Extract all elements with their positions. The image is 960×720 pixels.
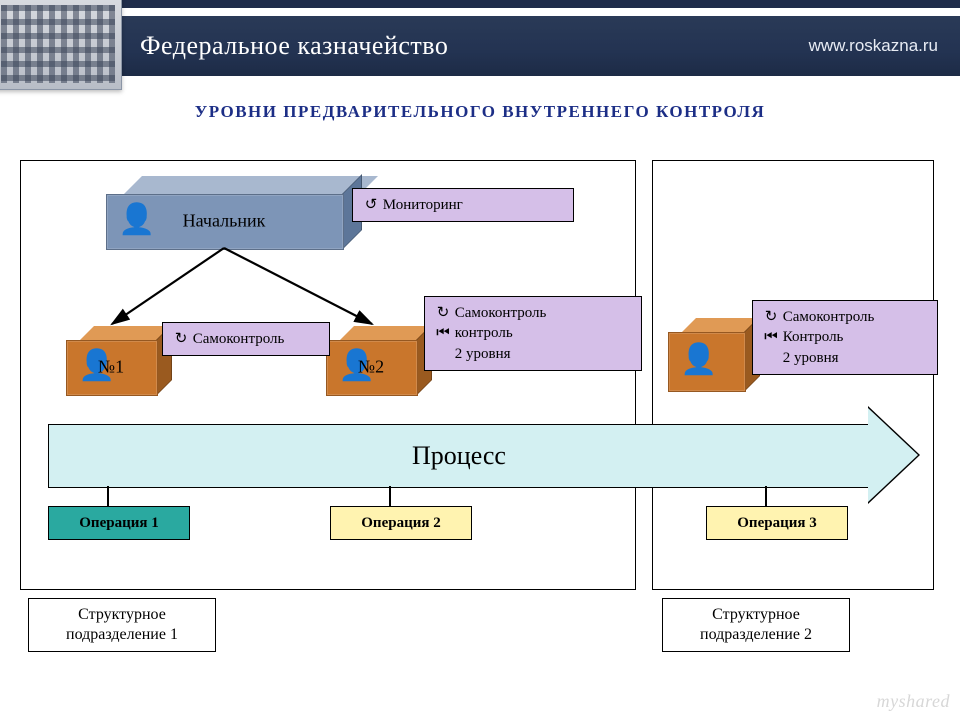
tag-line: Самоконтроль [451, 305, 546, 321]
selfcontrol-2-tag: ↻ Самоконтроль⏮ контроль 2 уровня [424, 296, 642, 371]
unit-1-line1: Структурное [78, 606, 166, 623]
cycle-icon: ↻ [435, 303, 451, 323]
tag-line: Самоконтроль [779, 309, 874, 325]
unit-2-line1: Структурное [712, 606, 800, 623]
cycle-icon: ⏮ [435, 323, 451, 343]
connector-line [107, 486, 109, 506]
process-arrow: Процесс [48, 408, 918, 502]
worker-1-box: 👤 №1 [66, 326, 156, 394]
unit-2-line2: подразделение 2 [700, 626, 812, 643]
worker-2-box: 👤 №2 [326, 326, 416, 394]
selfcontrol-3-tag: ↻ Самоконтроль⏮ Контроль 2 уровня [752, 300, 938, 375]
person-icon: 👤 [680, 345, 717, 375]
selfcontrol-1-tag: ↻ Самоконтроль [162, 322, 330, 356]
building-photo [0, 0, 122, 90]
operation-2-tag: Операция 2 [330, 506, 472, 540]
chief-box: 👤 Начальник [106, 176, 342, 248]
connector-line [389, 486, 391, 506]
org-url: www.roskazna.ru [809, 36, 938, 56]
worker-1-label: №1 [98, 357, 124, 378]
worker-3-box: 👤 [668, 318, 744, 390]
org-title: Федеральное казначейство [140, 31, 448, 61]
unit-1-label: Структурное подразделение 1 [28, 598, 216, 652]
cycle-icon: ↻ [763, 307, 779, 327]
monitoring-text: Мониторинг [383, 197, 463, 213]
unit-2-label: Структурное подразделение 2 [662, 598, 850, 652]
operation-1-tag: Операция 1 [48, 506, 190, 540]
cycle-icon: ⏮ [763, 327, 779, 347]
selfcontrol-1-text: Самоконтроль [193, 331, 285, 347]
slide-title: УРОВНИ ПРЕДВАРИТЕЛЬНОГО ВНУТРЕННЕГО КОНТ… [0, 102, 960, 122]
tag-line: 2 уровня [451, 346, 511, 362]
operation-3-tag: Операция 3 [706, 506, 848, 540]
connector-line [765, 486, 767, 506]
chief-label: Начальник [183, 211, 266, 232]
watermark: myshared [877, 691, 950, 712]
header-bar: Федеральное казначейство www.roskazna.ru [0, 16, 960, 76]
tag-line: контроль [451, 325, 513, 341]
monitoring-tag: ↺ Мониторинг [352, 188, 574, 222]
unit-1-line2: подразделение 1 [66, 626, 178, 643]
cycle-icon: ↻ [173, 329, 189, 349]
tag-line: 2 уровня [779, 350, 839, 366]
cycle-icon: ↺ [363, 195, 379, 215]
tag-line: Контроль [779, 329, 843, 345]
process-label: Процесс [412, 441, 506, 471]
person-icon: 👤 [118, 205, 155, 235]
worker-2-label: №2 [358, 357, 384, 378]
top-stripe [0, 0, 960, 8]
